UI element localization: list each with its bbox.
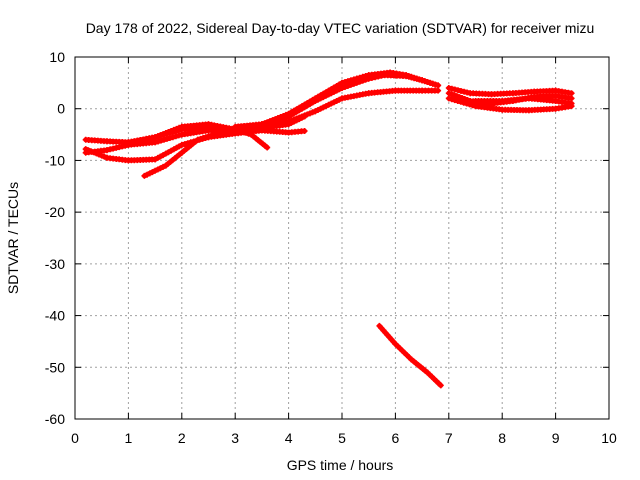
data-point [339, 85, 345, 91]
data-point [178, 141, 185, 148]
x-tick-label: 4 [285, 430, 293, 446]
data-point [172, 133, 179, 140]
y-tick-label: -50 [45, 359, 65, 375]
x-tick-label: 5 [338, 430, 346, 446]
tick-labels: 0 1 2 3 4 5 6 7 8 9 10 -60 -50 -40 -30 -20 -10 0 10 [45, 49, 617, 446]
axis-ticks [74, 56, 610, 420]
data-point [448, 96, 455, 103]
series-points-arc-6 [232, 69, 442, 130]
x-tick-label: 2 [178, 430, 186, 446]
data-point [350, 76, 357, 83]
data-point [161, 136, 167, 143]
data-point [568, 90, 575, 97]
data-point [463, 100, 470, 107]
data-point [175, 132, 182, 139]
data-point [169, 134, 176, 141]
series-points-arc-11 [376, 322, 444, 389]
data-point [339, 79, 345, 86]
data-point [359, 73, 366, 80]
y-tick-label: -10 [45, 152, 65, 168]
chart-title: Day 178 of 2022, Sidereal Day-to-day VTE… [86, 20, 595, 36]
data-point [155, 138, 162, 145]
data-point [347, 77, 354, 84]
data-point [166, 135, 173, 141]
data-point [461, 88, 468, 95]
data-point [264, 144, 271, 151]
data-point [113, 144, 120, 151]
y-tick-label: 10 [49, 49, 65, 65]
x-tick-label: 1 [125, 430, 133, 446]
x-tick-label: 0 [71, 430, 79, 446]
x-tick-label: 9 [552, 430, 560, 446]
data-point [435, 82, 442, 89]
data-point [344, 78, 351, 85]
y-axis-label: SDTVAR / TECUs [5, 182, 21, 294]
series-points-arc-5 [141, 113, 308, 179]
data-point [460, 99, 467, 106]
series-group [82, 69, 575, 389]
y-tick-label: -30 [45, 256, 65, 272]
x-tick-label: 8 [498, 430, 506, 446]
data-point [435, 87, 442, 94]
x-axis-label: GPS time / hours [287, 457, 394, 473]
x-tick-label: 7 [445, 430, 453, 446]
data-point [353, 75, 360, 82]
data-point [445, 85, 452, 91]
data-point [152, 139, 159, 146]
y-tick-label: 0 [57, 101, 65, 117]
data-point [568, 95, 575, 102]
data-point [451, 97, 458, 104]
y-tick-label: -20 [45, 204, 65, 220]
data-point [445, 95, 452, 102]
data-point [469, 102, 476, 109]
data-point [158, 137, 164, 144]
data-point [457, 98, 464, 105]
y-tick-label: -40 [45, 308, 65, 324]
y-tick-label: -60 [45, 411, 65, 427]
data-point [437, 382, 444, 389]
x-tick-label: 10 [601, 430, 617, 446]
x-tick-label: 6 [392, 430, 400, 446]
series-points-arc-10 [472, 95, 575, 107]
data-point [356, 74, 363, 81]
data-point [455, 87, 461, 94]
data-point [454, 98, 461, 104]
data-point [362, 73, 369, 79]
data-point [342, 79, 348, 85]
data-point [568, 100, 575, 107]
data-point [301, 128, 308, 134]
x-tick-label: 3 [231, 430, 239, 446]
data-point [301, 113, 308, 120]
data-point [122, 142, 129, 149]
data-point [466, 101, 473, 108]
data-point [104, 147, 110, 154]
data-point [164, 135, 170, 142]
data-point [181, 141, 188, 148]
series-points-arc-7 [445, 85, 575, 98]
